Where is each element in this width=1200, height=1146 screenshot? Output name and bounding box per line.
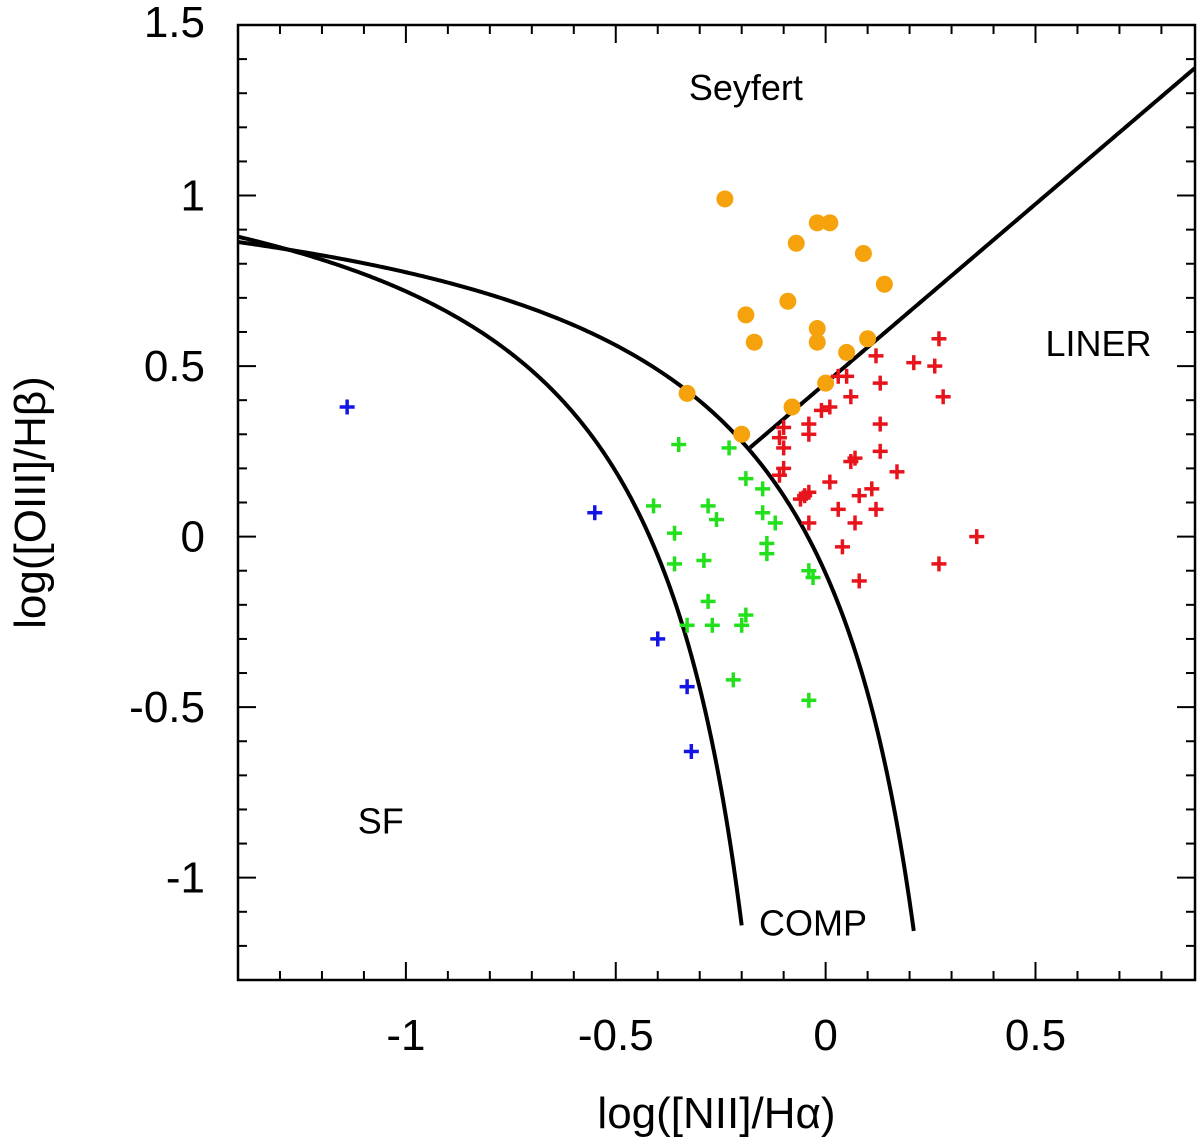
liner-point [851, 573, 867, 589]
liner-point [834, 539, 850, 555]
star-forming-point [679, 679, 695, 695]
seyfert-point [783, 398, 801, 416]
star-forming-point [339, 399, 355, 415]
composite-point [801, 692, 817, 708]
kewley-curve [238, 240, 916, 932]
seyfert-point [817, 374, 835, 392]
x-tick-label: -0.5 [578, 1011, 654, 1060]
liner-point [906, 355, 922, 371]
composite-point [696, 552, 712, 568]
liner-point [771, 430, 787, 446]
region-label-seyfert: Seyfert [689, 67, 803, 108]
seyfert-point [808, 320, 826, 338]
liner-point [851, 488, 867, 504]
y-axis-title: log([OIII]/Hβ) [6, 376, 55, 629]
composite-point [709, 512, 724, 528]
liner-point [872, 443, 888, 459]
liner-point [792, 491, 808, 507]
composite-point [700, 593, 716, 609]
composite-point [805, 570, 821, 586]
x-axis-title: log([NII]/Hα) [597, 1089, 835, 1138]
liner-point [969, 529, 985, 545]
liner-point [830, 501, 846, 517]
composite-point [667, 525, 683, 541]
star-forming-point [683, 743, 699, 759]
liner-point [776, 419, 792, 435]
y-tick-label: 0.5 [144, 342, 205, 391]
composite-point [700, 498, 716, 514]
y-tick-label: -1 [166, 854, 205, 903]
liner-point [868, 348, 884, 364]
composite-point [755, 505, 771, 521]
y-tick-label: 1.5 [144, 0, 205, 47]
plot-area: -1 -0.5 0 0.5 -1 -0.5 0 0.5 1 1.5 Seyfert LINER SF C… [129, 0, 1197, 1060]
composite-point [738, 471, 754, 487]
composite-point [679, 617, 695, 633]
liner-point [776, 440, 792, 456]
composite-point [767, 515, 783, 531]
seyfert-point [859, 330, 877, 348]
region-labels: Seyfert LINER SF COMP [358, 67, 1152, 944]
liner-point [843, 454, 859, 470]
composite-point [738, 607, 754, 623]
region-label-comp: COMP [759, 903, 867, 944]
liner-point [868, 501, 884, 517]
liner-point [822, 399, 838, 415]
kauffmann-curve [238, 234, 744, 926]
seyfert-point [716, 190, 734, 208]
x-tick-label: 0.5 [1005, 1011, 1066, 1060]
seyfert-point [854, 245, 872, 263]
liner-point [935, 389, 951, 405]
composite-point [725, 672, 741, 688]
composite-point [671, 437, 687, 453]
seyfert-point [787, 234, 805, 252]
composite-point [759, 546, 775, 562]
region-label-sf: SF [358, 800, 404, 841]
seyfert-point [808, 214, 826, 232]
region-label-liner: LINER [1045, 323, 1151, 364]
seyfert-point [737, 306, 755, 324]
composite-point [755, 481, 771, 497]
liner-point [771, 467, 787, 483]
liner-point [889, 464, 905, 480]
composite-point [734, 617, 750, 633]
seyfert-point [838, 343, 856, 361]
seyfert-point [678, 384, 696, 402]
liner-point [822, 474, 838, 490]
liner-point [843, 389, 859, 405]
x-tick-label: -1 [386, 1011, 425, 1060]
seyfert-point [808, 333, 826, 351]
composite-point [704, 617, 720, 633]
liner-seyfert-line [748, 66, 1195, 450]
star-forming-point [587, 505, 603, 521]
composite-point [667, 556, 683, 572]
star-forming-point [650, 631, 666, 647]
liner-point [931, 556, 947, 572]
seyfert-point [733, 425, 751, 443]
seyfert-point [821, 214, 839, 232]
x-tick-label: 0 [813, 1011, 837, 1060]
liner-point [864, 481, 880, 497]
seyfert-point [875, 275, 893, 293]
liner-point [847, 515, 863, 531]
composite-point [646, 498, 662, 514]
liner-point [830, 368, 846, 384]
liner-point [931, 331, 947, 347]
liner-point [872, 416, 888, 432]
axis-ticks: -1 -0.5 0 0.5 -1 -0.5 0 0.5 1 1.5 [129, 0, 1195, 1060]
liner-point [872, 375, 888, 391]
data-points [339, 190, 985, 759]
liner-point [801, 426, 817, 442]
y-tick-label: 1 [181, 172, 205, 221]
liner-point [927, 358, 943, 374]
seyfert-point [779, 292, 797, 310]
y-tick-label: 0 [181, 513, 205, 562]
liner-point [801, 515, 817, 531]
seyfert-point [745, 333, 763, 351]
y-tick-label: -0.5 [129, 683, 205, 732]
composite-point [721, 440, 737, 456]
liner-point [813, 402, 829, 418]
